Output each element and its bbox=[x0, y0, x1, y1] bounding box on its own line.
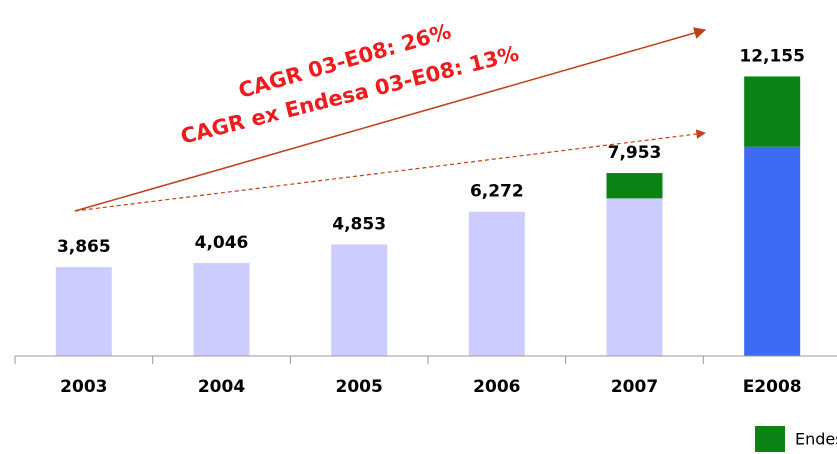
legend-label: Endesa bbox=[795, 430, 837, 449]
total-label: 4,853 bbox=[332, 214, 386, 234]
bar-segment bbox=[331, 244, 388, 356]
bar-segment bbox=[193, 262, 250, 356]
x-tick-label: E2008 bbox=[743, 377, 802, 397]
cagr-arrow bbox=[74, 27, 707, 212]
total-label: 7,953 bbox=[608, 143, 662, 163]
bar-segment bbox=[744, 146, 801, 356]
total-label: 3,865 bbox=[57, 237, 111, 257]
x-tick-label: 2007 bbox=[611, 377, 658, 397]
x-tick-label: 2005 bbox=[336, 377, 383, 397]
legend-swatch bbox=[755, 426, 785, 452]
bar-segment bbox=[606, 173, 663, 199]
bar-segment bbox=[468, 211, 525, 356]
total-label: 12,155 bbox=[739, 46, 805, 66]
bar-segment bbox=[744, 76, 801, 147]
x-tick-label: 2003 bbox=[60, 377, 107, 397]
bar-segment bbox=[55, 267, 112, 356]
total-label: 4,046 bbox=[195, 233, 249, 253]
x-tick-label: 2006 bbox=[473, 377, 520, 397]
cagr-ex-arrow bbox=[74, 129, 706, 212]
bar-segment bbox=[606, 198, 663, 356]
total-label: 6,272 bbox=[470, 182, 524, 202]
x-tick-label: 2004 bbox=[198, 377, 245, 397]
